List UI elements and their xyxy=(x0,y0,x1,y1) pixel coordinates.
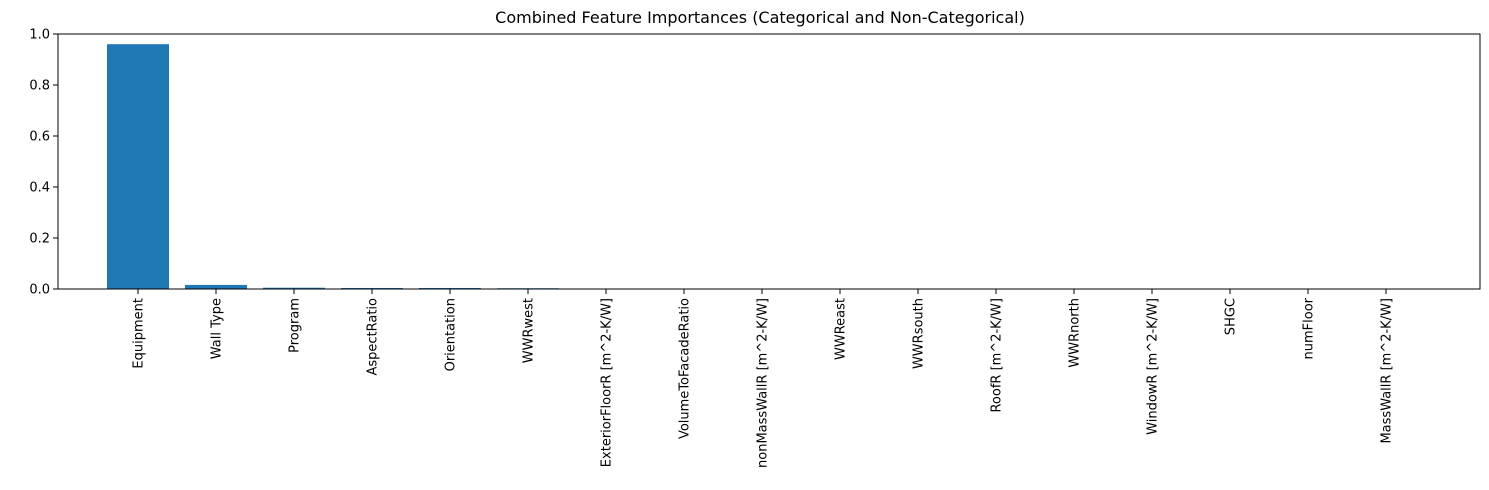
y-tick-label: 0.6 xyxy=(29,130,50,145)
x-axis: Equipment Wall Type Program AspectRatio Orie… xyxy=(132,289,1395,468)
y-tick-label: 1.0 xyxy=(29,28,50,43)
x-tick-label: SHGC xyxy=(1224,298,1239,335)
x-tick-label: WWRsouth xyxy=(912,298,927,369)
x-tick-label: WWReast xyxy=(834,298,849,360)
bars-group xyxy=(107,44,1417,290)
x-tick-label: WindowR [m^2-K/W] xyxy=(1146,298,1161,435)
chart-title: Combined Feature Importances (Categorica… xyxy=(495,8,1025,27)
plot-frame xyxy=(57,33,1481,290)
bar-equipment xyxy=(107,44,169,290)
x-tick-label: WWRnorth xyxy=(1068,298,1083,368)
x-tick-label: Program xyxy=(288,298,303,353)
x-tick-label: Orientation xyxy=(444,298,459,371)
x-tick-label: ExteriorFloorR [m^2-K/W] xyxy=(600,298,615,467)
y-tick-label: 0.4 xyxy=(29,181,50,196)
bar-orientation xyxy=(419,287,481,289)
y-tick-label: 0.0 xyxy=(29,283,50,298)
x-tick-label: RoofR [m^2-K/W] xyxy=(990,298,1005,413)
bar-program xyxy=(263,287,325,289)
x-tick-label: nonMassWallR [m^2-K/W] xyxy=(756,298,771,468)
x-tick-label: MassWallR [m^2-K/W] xyxy=(1380,298,1395,444)
x-tick-label: VolumeToFacadeRatio xyxy=(678,298,693,439)
x-tick-label: AspectRatio xyxy=(366,298,381,376)
y-axis: 0.0 0.2 0.4 0.6 0.8 1.0 xyxy=(29,28,58,298)
x-tick-label: Equipment xyxy=(132,298,147,369)
y-tick-label: 0.2 xyxy=(29,232,50,247)
bar-aspectratio xyxy=(341,287,403,289)
y-tick-label: 0.8 xyxy=(29,79,50,94)
x-tick-label: WWRwest xyxy=(522,298,537,363)
x-tick-label: numFloor xyxy=(1302,297,1317,359)
bar-wall-type xyxy=(185,284,247,289)
x-tick-label: Wall Type xyxy=(210,298,225,359)
